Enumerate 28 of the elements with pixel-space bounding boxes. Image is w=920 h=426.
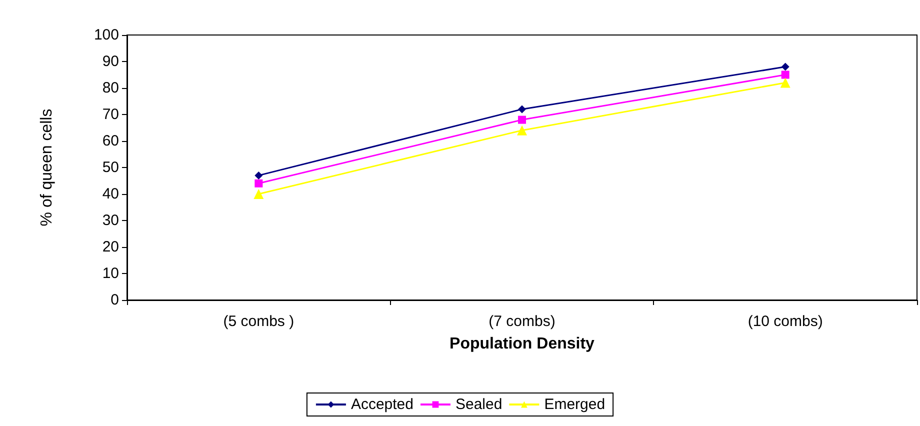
- x-axis-title: Population Density: [450, 336, 595, 352]
- y-axis-title: % of queen cells: [38, 108, 56, 226]
- point: [254, 189, 264, 199]
- legend-label: Emerged: [544, 396, 606, 413]
- point: [780, 78, 790, 88]
- y-tick-label: 70: [102, 106, 119, 123]
- y-tick-label: 20: [102, 238, 119, 256]
- legend-label: Sealed: [455, 396, 502, 413]
- point: [518, 116, 526, 124]
- y-tick-label: 30: [102, 212, 119, 229]
- legend-label: Accepted: [350, 396, 414, 413]
- y-tick-label: 10: [102, 265, 119, 282]
- y-tick-label: 40: [102, 186, 119, 202]
- y-tick-label: 0: [110, 292, 119, 308]
- y-tick-label: 90: [102, 53, 119, 70]
- x-tick-label: (5 combs ): [223, 313, 294, 330]
- y-tick-label: 50: [102, 159, 119, 176]
- point: [517, 125, 527, 136]
- point: [518, 105, 526, 114]
- y-tick-label: 100: [94, 26, 119, 44]
- point: [781, 62, 790, 71]
- x-tick-label: (7 combs): [488, 313, 556, 330]
- y-tick-label: 60: [102, 132, 119, 150]
- point: [254, 179, 263, 188]
- point: [781, 70, 790, 79]
- y-tick-label: 80: [102, 80, 119, 96]
- point: [254, 171, 263, 180]
- x-tick-label: (10 combs): [748, 313, 823, 330]
